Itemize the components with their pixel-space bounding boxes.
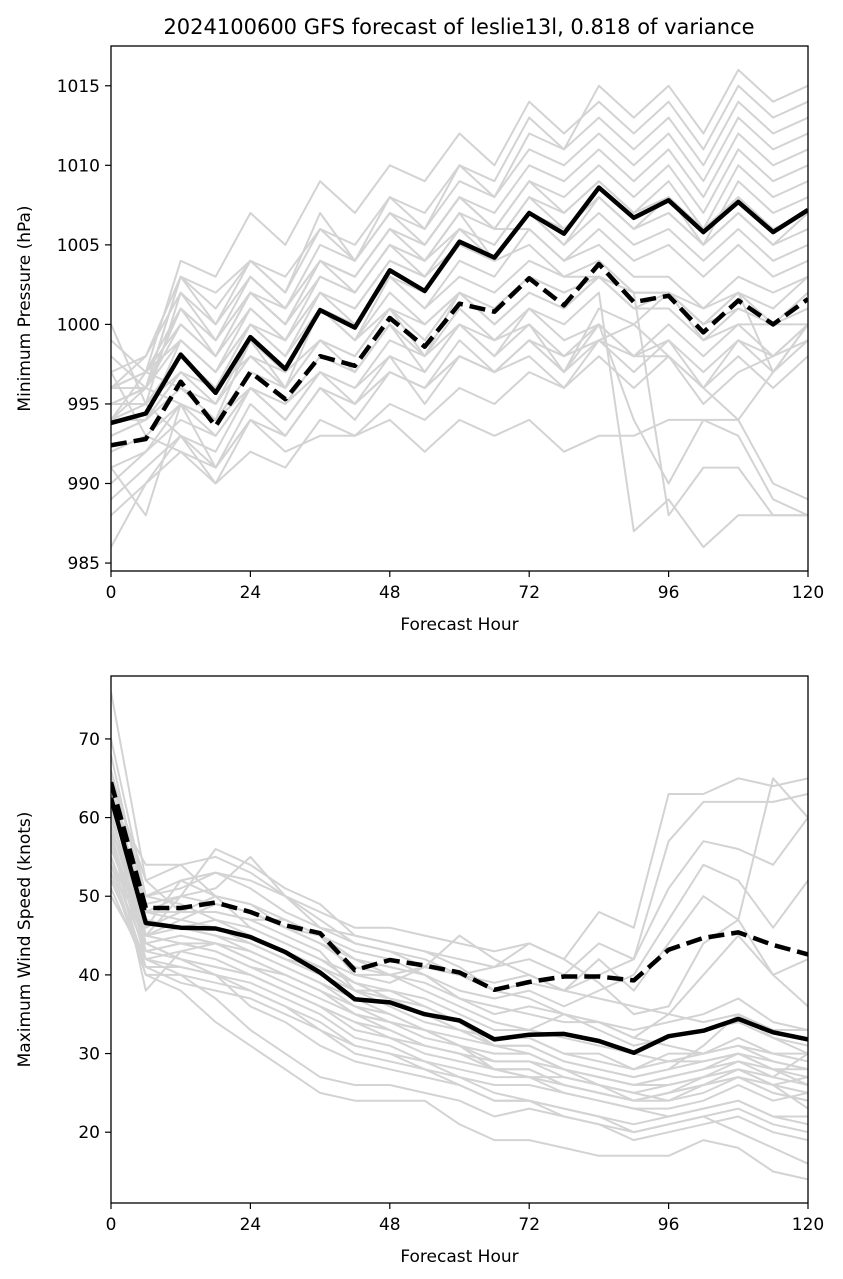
y-tick-label: 20 — [78, 1123, 100, 1143]
x-tick-label: 96 — [658, 1215, 680, 1235]
ensemble-member-line — [111, 793, 808, 1086]
y-tick-label: 40 — [78, 966, 100, 986]
x-tick-label: 72 — [518, 1215, 540, 1235]
ensemble-member-line — [111, 895, 808, 1142]
y-axis-label: Maximum Wind Speed (knots) — [15, 812, 35, 1068]
ensemble-member-line — [111, 196, 808, 421]
x-tick-label: 96 — [658, 583, 680, 603]
ensemble-member-line — [111, 848, 808, 1079]
ensemble-member-line — [111, 864, 808, 1181]
ensemble-member-line — [111, 355, 808, 501]
ensemble-member-line — [111, 68, 808, 405]
x-tick-label: 120 — [792, 1215, 824, 1235]
ensemble-member-line — [111, 307, 808, 437]
ensemble-member-line — [111, 212, 808, 389]
y-tick-label: 1015 — [57, 77, 100, 97]
x-tick-label: 72 — [518, 583, 540, 603]
ensemble-member-line — [111, 832, 808, 1079]
ensemble-member-line — [111, 809, 808, 1102]
solid-series-line — [111, 185, 808, 426]
ensemble-member-line — [111, 275, 808, 421]
axes-frame — [110, 675, 809, 1204]
dashed-series-line — [111, 261, 808, 448]
y-axis-label: Minimum Pressure (hPa) — [15, 205, 35, 411]
ensemble-member-line — [111, 691, 808, 961]
ensemble-member-line — [111, 848, 808, 1031]
x-tick-label: 24 — [240, 583, 262, 603]
ensemble-member-line — [111, 833, 808, 1118]
x-tick-label: 24 — [240, 1215, 262, 1235]
x-tick-label: 48 — [379, 1215, 401, 1235]
ensemble-member-line — [111, 275, 808, 421]
ensemble-member-line — [111, 100, 808, 421]
ensemble-member-line — [111, 339, 808, 517]
dashed-series-line — [111, 781, 808, 993]
y-tick-label: 70 — [78, 730, 100, 750]
y-tick-label: 60 — [78, 809, 100, 829]
figure-title: 2024100600 GFS forecast of leslie13l, 0.… — [163, 15, 754, 39]
x-axis-label: Forecast Hour — [400, 1247, 518, 1267]
y-tick-label: 1005 — [57, 236, 100, 256]
y-tick-label: 1000 — [57, 315, 100, 335]
ensemble-member-line — [111, 403, 808, 517]
ensemble-member-line — [111, 291, 808, 549]
axes-frame — [110, 45, 809, 572]
ensemble-member-line — [111, 801, 808, 1047]
plot-area — [111, 691, 808, 1181]
x-tick-label: 48 — [379, 583, 401, 603]
ensemble-member-line — [111, 856, 808, 1134]
ensemble-member-line — [111, 84, 808, 389]
pressure-panel: 0 24 48 72 96 120 985 990 995 1000 1005 1010 1015 For… — [15, 45, 824, 635]
ensemble-member-line — [111, 840, 808, 1165]
y-tick-label: 990 — [68, 475, 100, 495]
plot-area — [111, 68, 808, 549]
ensemble-member-line — [111, 291, 808, 469]
x-tick-label: 0 — [106, 583, 117, 603]
y-tick-label: 985 — [68, 554, 100, 574]
y-tick-label: 50 — [78, 887, 100, 907]
ensemble-member-line — [111, 864, 808, 1094]
ensemble-member-line — [111, 275, 808, 421]
ensemble-member-line — [111, 856, 808, 1102]
x-tick-label: 0 — [106, 1215, 117, 1235]
ensemble-member-line — [111, 164, 808, 405]
x-tick-label: 120 — [792, 583, 824, 603]
solid-series-line — [111, 797, 808, 1056]
ensemble-member-line — [111, 323, 808, 469]
ensemble-member-line — [111, 196, 808, 389]
x-axis-label: Forecast Hour — [400, 615, 518, 635]
wind-panel: 0 24 48 72 96 120 20 30 40 50 60 70 Forecast Hour Max… — [15, 675, 824, 1267]
ensemble-member-line — [111, 148, 808, 421]
ensemble-member-line — [111, 825, 808, 1071]
ensemble-member-line — [111, 840, 808, 1086]
y-tick-label: 30 — [78, 1045, 100, 1065]
ensemble-member-line — [111, 825, 808, 1102]
y-tick-label: 995 — [68, 395, 100, 415]
y-tick-label: 1010 — [57, 156, 100, 176]
ensemble-member-line — [111, 212, 808, 517]
